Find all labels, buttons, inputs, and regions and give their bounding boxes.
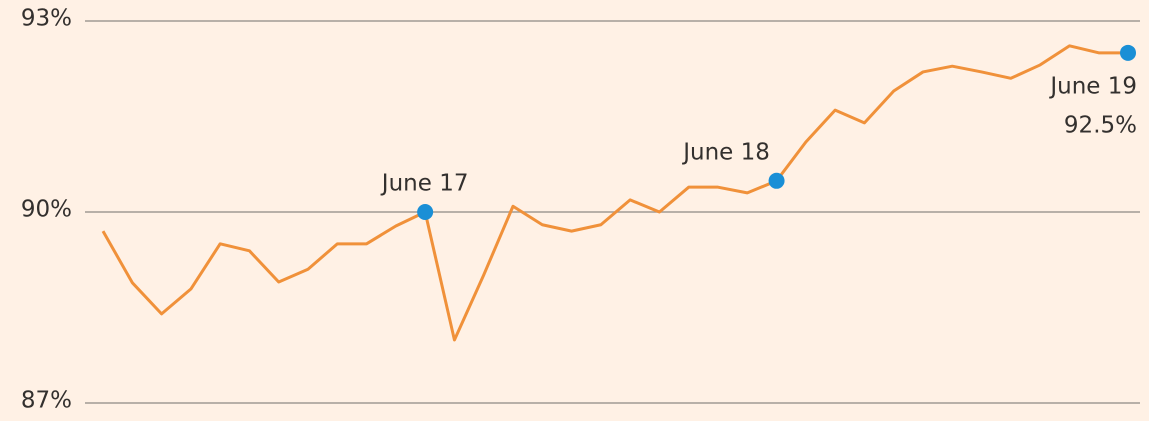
y-tick-label: 90%: [21, 197, 72, 223]
highlight-marker: [1120, 44, 1136, 61]
y-tick-label: 87%: [21, 388, 72, 414]
value-label: 92.5%: [1064, 112, 1137, 138]
highlight-marker: [768, 172, 785, 189]
line: [101, 44, 1128, 342]
annotation: June 19: [1048, 73, 1137, 99]
annotation: June 17: [380, 171, 469, 197]
y-tick-label: 93%: [21, 6, 72, 32]
annotation: June 18: [681, 139, 770, 165]
highlight-marker: [417, 204, 434, 220]
